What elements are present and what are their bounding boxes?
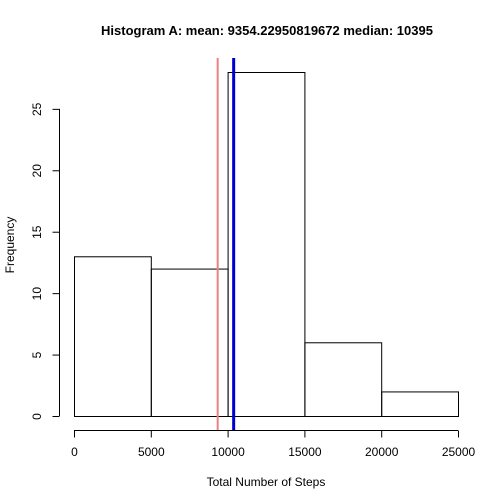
y-tick-label: 10 — [30, 287, 44, 301]
y-axis: 0 5 10 15 20 25 — [30, 102, 60, 420]
y-tick-label: 5 — [30, 351, 44, 358]
x-axis: 0 5000 10000 15000 20000 25000 — [71, 430, 476, 459]
x-tick-label: 5000 — [138, 445, 165, 459]
y-tick-label: 25 — [30, 102, 44, 116]
histogram-bar — [381, 391, 460, 417]
y-axis-label: Frequency — [3, 217, 17, 274]
x-tick-label: 15000 — [288, 445, 322, 459]
chart-title: Histogram A: mean: 9354.22950819672 medi… — [101, 23, 433, 38]
x-tick-label: 20000 — [365, 445, 399, 459]
x-tick-label: 10000 — [211, 445, 245, 459]
x-axis-label: Total Number of Steps — [207, 475, 326, 489]
bars — [74, 72, 460, 418]
x-tick-label: 0 — [71, 445, 78, 459]
y-tick-label: 0 — [30, 413, 44, 420]
y-tick-label: 15 — [30, 225, 44, 239]
x-tick-label: 25000 — [442, 445, 476, 459]
histogram-bar — [150, 268, 229, 418]
histogram-bar — [227, 72, 306, 417]
histogram-bar — [74, 256, 152, 417]
histogram-bar — [304, 342, 383, 417]
reference-lines — [216, 58, 236, 431]
y-tick-label: 20 — [30, 164, 44, 178]
